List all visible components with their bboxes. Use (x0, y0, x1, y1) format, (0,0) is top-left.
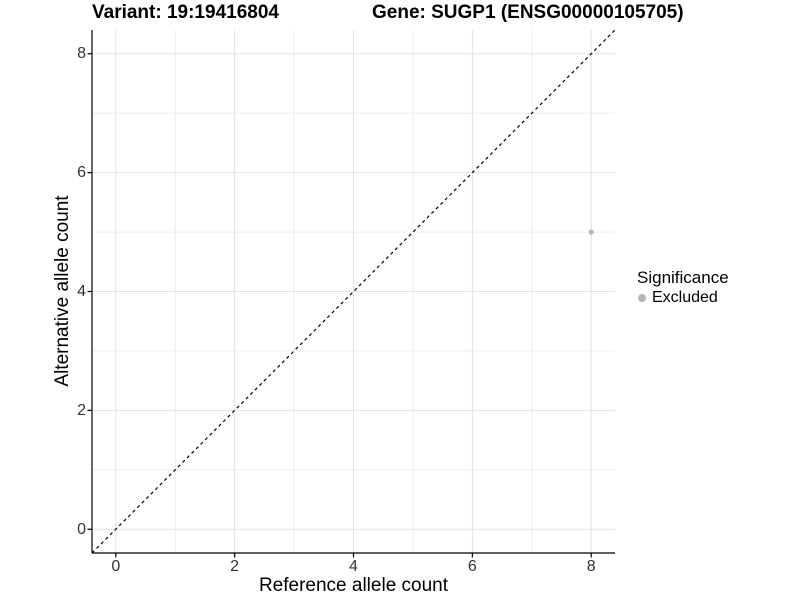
legend-title: Significance (637, 268, 729, 287)
data-point (588, 229, 594, 235)
plot-title-gene: Gene: SUGP1 (ENSG00000105705) (372, 2, 684, 23)
axis-tick-marks (87, 53, 592, 558)
x-axis-title: Reference allele count (258, 575, 449, 596)
y-tick-label: 8 (77, 45, 86, 63)
x-tick-label: 8 (586, 558, 596, 575)
legend-entry: Excluded (637, 289, 729, 307)
legend-entries: Excluded (637, 289, 729, 307)
grid-major (92, 30, 615, 553)
legend: Significance Excluded (637, 268, 729, 307)
x-tick-label: 4 (349, 558, 358, 575)
y-tick-label: 6 (77, 164, 86, 182)
x-tick-label: 6 (467, 558, 477, 575)
y-tick-label: 0 (77, 520, 86, 538)
x-tick-label: 2 (230, 558, 240, 575)
legend-entry-label: Excluded (652, 289, 718, 306)
identity-line (91, 29, 616, 554)
x-tick-label: 0 (111, 558, 121, 575)
legend-key-dot-icon (638, 294, 646, 302)
y-tick-label: 2 (77, 401, 86, 419)
plot-title-variant: Variant: 19:19416804 (92, 2, 279, 23)
y-tick-label: 4 (77, 283, 86, 300)
y-axis-title: Alternative allele count (52, 195, 73, 387)
